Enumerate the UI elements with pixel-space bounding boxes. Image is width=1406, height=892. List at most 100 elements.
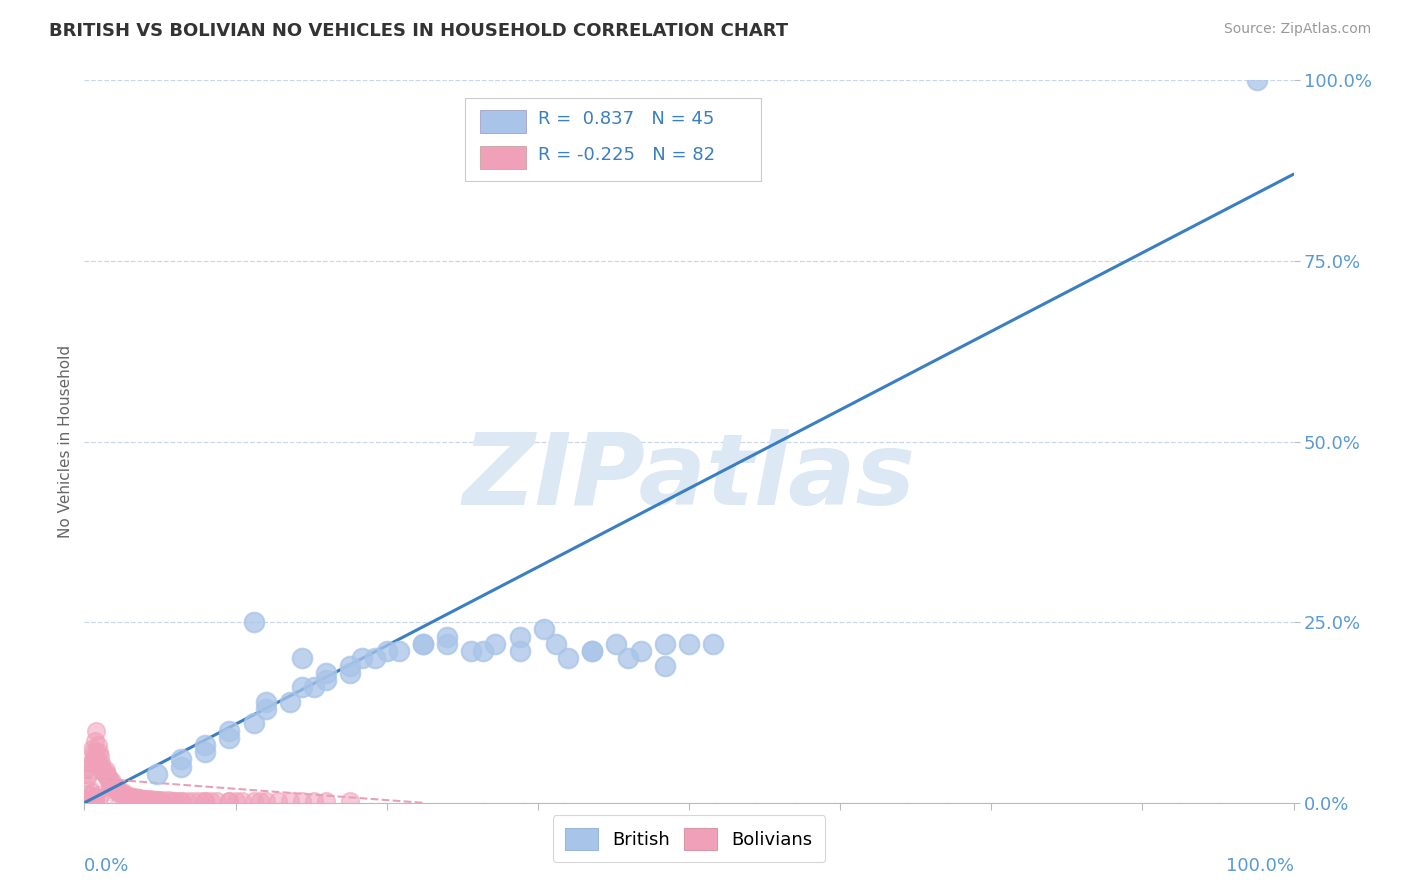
Point	[80, 794, 103, 808]
Point	[225, 794, 247, 808]
Point	[702, 637, 724, 651]
Point	[77, 767, 100, 781]
Point	[76, 795, 98, 809]
Text: 0.0%: 0.0%	[84, 857, 129, 875]
FancyBboxPatch shape	[479, 110, 526, 133]
Text: 100.0%: 100.0%	[1226, 857, 1294, 875]
Point	[194, 794, 217, 808]
Point	[302, 680, 325, 694]
Point	[80, 794, 103, 808]
Text: R = -0.225   N = 82: R = -0.225 N = 82	[538, 145, 714, 164]
Point	[73, 789, 96, 803]
Point	[73, 791, 96, 805]
Point	[87, 795, 110, 809]
Point	[79, 794, 101, 808]
Point	[242, 615, 264, 630]
Point	[484, 637, 506, 651]
FancyBboxPatch shape	[479, 146, 526, 169]
Point	[98, 787, 121, 801]
Point	[242, 794, 264, 808]
Point	[94, 788, 117, 802]
Point	[160, 794, 183, 808]
Point	[291, 651, 314, 665]
Point	[89, 787, 111, 801]
Point	[76, 789, 98, 804]
Point	[242, 716, 264, 731]
Point	[90, 756, 112, 770]
Point	[115, 790, 138, 805]
Point	[86, 723, 108, 738]
Point	[73, 793, 96, 807]
Point	[557, 651, 579, 665]
Point	[77, 786, 100, 800]
FancyBboxPatch shape	[465, 98, 762, 181]
Point	[82, 745, 104, 759]
Point	[654, 637, 676, 651]
Point	[278, 794, 301, 808]
Text: R =  0.837   N = 45: R = 0.837 N = 45	[538, 110, 714, 128]
Point	[315, 673, 337, 687]
Point	[76, 791, 98, 805]
Point	[97, 774, 120, 789]
Point	[107, 785, 129, 799]
Point	[278, 695, 301, 709]
Point	[254, 702, 277, 716]
Point	[89, 785, 111, 799]
Point	[654, 658, 676, 673]
Point	[581, 644, 603, 658]
Point	[91, 790, 114, 805]
Point	[93, 781, 115, 796]
Point	[79, 793, 101, 807]
Point	[146, 793, 169, 807]
Point	[82, 793, 104, 807]
Point	[112, 785, 135, 799]
Point	[581, 644, 603, 658]
Point	[77, 793, 100, 807]
Point	[82, 788, 104, 802]
Point	[79, 756, 101, 770]
Point	[128, 791, 150, 805]
Point	[86, 788, 108, 802]
Point	[75, 794, 97, 808]
Point	[87, 790, 110, 805]
Point	[77, 789, 100, 803]
Point	[77, 790, 100, 805]
Point	[315, 665, 337, 680]
Point	[75, 782, 97, 797]
Point	[339, 658, 361, 673]
Point	[83, 793, 105, 807]
Point	[76, 779, 98, 793]
Point	[108, 791, 131, 805]
Point	[80, 792, 103, 806]
Point	[75, 795, 97, 809]
Point	[544, 637, 567, 651]
Point	[75, 791, 97, 805]
Point	[76, 788, 98, 802]
Point	[617, 651, 640, 665]
Point	[82, 784, 104, 798]
Point	[79, 791, 101, 805]
Point	[75, 785, 97, 799]
Point	[84, 792, 107, 806]
Point	[218, 731, 240, 745]
Point	[89, 748, 111, 763]
Text: BRITISH VS BOLIVIAN NO VEHICLES IN HOUSEHOLD CORRELATION CHART: BRITISH VS BOLIVIAN NO VEHICLES IN HOUSE…	[49, 22, 789, 40]
Point	[75, 791, 97, 805]
Point	[76, 790, 98, 805]
Point	[75, 794, 97, 808]
Point	[170, 760, 193, 774]
Point	[120, 790, 142, 805]
Point	[388, 644, 411, 658]
Point	[97, 784, 120, 798]
Point	[254, 695, 277, 709]
Point	[509, 644, 531, 658]
Point	[460, 644, 482, 658]
Point	[94, 783, 117, 797]
Point	[412, 637, 434, 651]
Text: ZIPatlas: ZIPatlas	[463, 429, 915, 526]
Point	[84, 734, 107, 748]
Point	[131, 792, 153, 806]
Point	[73, 793, 96, 807]
Point	[73, 782, 96, 797]
Point	[73, 793, 96, 807]
